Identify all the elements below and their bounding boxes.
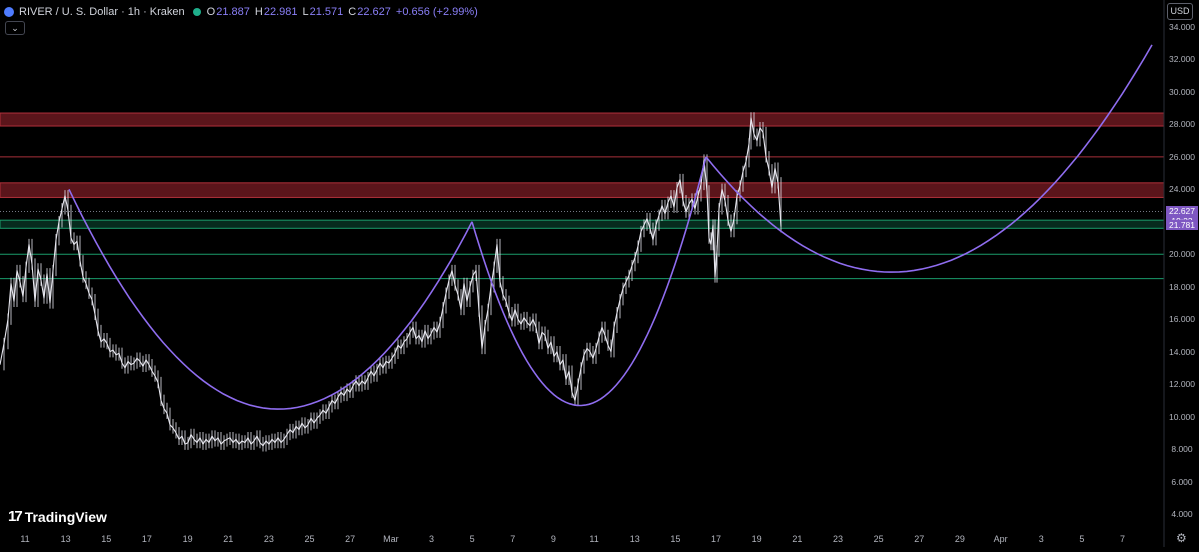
x-tick-label: 27 — [345, 534, 356, 544]
x-tick-label: 7 — [1120, 534, 1126, 544]
x-tick-label: 15 — [101, 534, 112, 544]
y-tick-label: 4.000 — [1171, 509, 1193, 519]
tradingview-logo[interactable]: 17 TradingView — [8, 508, 107, 525]
cup-curve-2 — [705, 44, 1153, 273]
currency-button[interactable]: USD — [1167, 3, 1193, 20]
ohlc-open-value: 21.887 — [216, 6, 250, 18]
x-tick-label: 3 — [1038, 534, 1044, 544]
y-tick-label: 20.000 — [1169, 249, 1195, 260]
ohlc-high-key: H — [254, 6, 263, 18]
ohlc-high-value: 22.981 — [263, 6, 298, 18]
resistance-zone-0 — [0, 112, 1165, 127]
x-tick-label: 9 — [550, 534, 556, 544]
y-tick-label: 28.000 — [1169, 119, 1195, 130]
tradingview-logo-icon: 17 — [8, 508, 23, 525]
live-status-icon — [192, 8, 201, 16]
cup-curve-1 — [471, 156, 707, 407]
x-tick-label: 29 — [954, 534, 965, 544]
x-tick-label: 13 — [629, 534, 640, 544]
ohlc-close-key: C — [348, 6, 357, 18]
cup-curve-0 — [68, 188, 473, 410]
x-tick-label: 27 — [914, 534, 925, 544]
x-tick-label: 13 — [60, 534, 71, 544]
ohlc-close-value: 22.627 — [357, 6, 391, 18]
x-tick-label: 19 — [751, 534, 762, 544]
x-tick-label: 17 — [141, 534, 152, 544]
last-price-value: 22.627 — [1169, 205, 1195, 216]
level-price-value: 21.781 — [1169, 220, 1195, 231]
price-series-line — [0, 117, 782, 447]
support-zone-3 — [0, 219, 1165, 229]
x-tick-label: 17 — [711, 534, 722, 544]
symbol-header[interactable]: RIVER / U. S. Dollar · 1h · Kraken O 21.8… — [4, 4, 483, 20]
y-tick-label: 24.000 — [1169, 184, 1195, 195]
y-tick-label: 32.000 — [1169, 54, 1195, 65]
y-tick-label: 26.000 — [1169, 151, 1195, 162]
y-tick-label: 6.000 — [1171, 476, 1193, 487]
level-price-tag: 21.781 — [1166, 220, 1198, 231]
ohlc-low-value: 21.571 — [309, 6, 344, 18]
y-tick-label: 34.000 — [1169, 22, 1195, 32]
y-tick-label: 14.000 — [1169, 346, 1195, 357]
x-tick-label: 3 — [428, 534, 435, 544]
y-tick-label: 30.000 — [1169, 86, 1195, 97]
x-tick-label: Mar — [383, 534, 399, 544]
symbol-title[interactable]: RIVER / U. S. Dollar · 1h · Kraken — [19, 6, 185, 18]
logo-text: TradingView — [24, 508, 107, 525]
x-tick-label: 5 — [1079, 534, 1085, 544]
x-tick-label: 15 — [670, 534, 681, 544]
y-tick-label: 8.000 — [1171, 444, 1193, 455]
x-tick-label: Apr — [993, 534, 1008, 544]
y-tick-label: 18.000 — [1169, 281, 1195, 292]
y-tick-label: 12.000 — [1169, 379, 1195, 390]
gear-icon[interactable]: ⚙ — [1176, 531, 1187, 545]
x-tick-label: 25 — [873, 534, 884, 544]
x-tick-label: 11 — [20, 534, 30, 544]
x-tick-label: 25 — [304, 534, 315, 544]
price-change: +0.656 (+2.99%) — [395, 6, 478, 18]
y-tick-label: 16.000 — [1169, 314, 1195, 325]
x-tick-label: 21 — [223, 534, 234, 544]
coin-icon — [4, 7, 14, 17]
collapse-legend-button[interactable]: ⌄ — [5, 21, 25, 35]
x-tick-label: 21 — [792, 534, 803, 544]
x-tick-label: 23 — [832, 534, 844, 544]
x-tick-label: 19 — [182, 534, 193, 544]
x-tick-label: 23 — [263, 534, 274, 544]
y-tick-label: 10.000 — [1169, 411, 1195, 422]
resistance-zone-1 — [0, 182, 1165, 198]
ohlc-low-key: L — [302, 6, 309, 18]
x-tick-label: 7 — [510, 534, 516, 544]
ohlc-open-key: O — [206, 6, 216, 18]
x-tick-label: 5 — [469, 534, 475, 544]
x-tick-label: 11 — [589, 534, 599, 544]
